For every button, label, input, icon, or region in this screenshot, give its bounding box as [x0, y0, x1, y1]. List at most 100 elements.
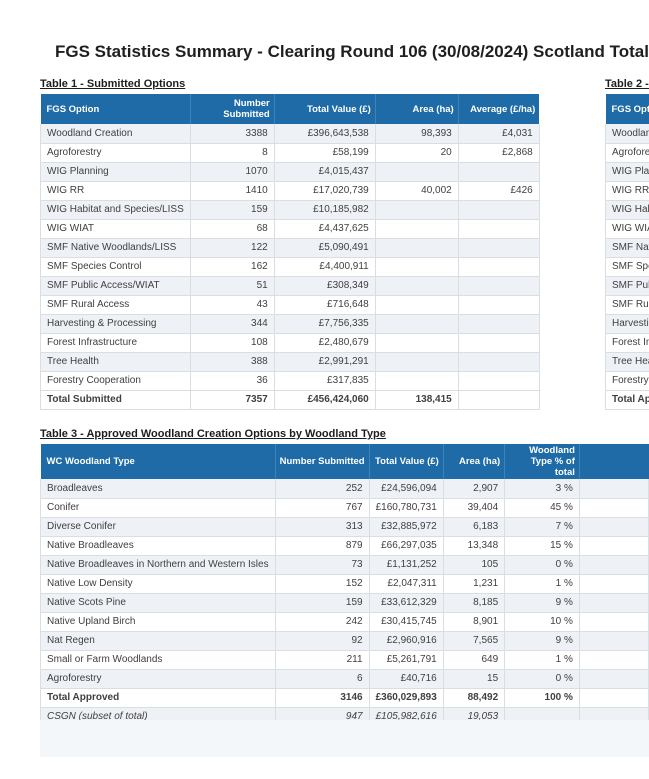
- row-label: Harvesting & Processing: [606, 314, 649, 333]
- row-value: £24,596,094: [369, 479, 443, 498]
- row-label: Total Approved: [606, 390, 649, 409]
- row-label: WIG Planning: [606, 162, 649, 181]
- row-label: WIG WIAT: [41, 219, 191, 238]
- data-row: SMF Species Control162£4,400,911: [41, 257, 540, 276]
- row-label: WIG RR: [41, 181, 191, 200]
- row-value: 3388: [190, 124, 274, 143]
- row-label: Tree Health: [41, 352, 191, 371]
- row-value: [375, 333, 458, 352]
- row-value: [458, 390, 539, 409]
- row-value: £456,424,060: [274, 390, 375, 409]
- data-row: Tree Health: [606, 352, 649, 371]
- row-label: SMF Species Control: [41, 257, 191, 276]
- row-value: [579, 631, 648, 650]
- data-row: Harvesting & Processing: [606, 314, 649, 333]
- row-value: £396,643,538: [274, 124, 375, 143]
- total-row: Total Approved3146£360,029,89388,492100 …: [41, 688, 649, 707]
- row-value: [579, 536, 648, 555]
- row-value: [375, 238, 458, 257]
- data-row: Native Scots Pine159£33,612,3298,1859 %: [41, 593, 649, 612]
- column-header: Area (ha): [375, 94, 458, 124]
- row-label: Conifer: [41, 498, 276, 517]
- row-label: Harvesting & Processing: [41, 314, 191, 333]
- column-header: Woodland Type % of total: [505, 444, 580, 479]
- row-value: 88,492: [443, 688, 504, 707]
- column-header: [579, 444, 648, 479]
- data-row: Forestry Cooperation36£317,835: [41, 371, 540, 390]
- row-value: [579, 479, 648, 498]
- row-value: £4,031: [458, 124, 539, 143]
- header-row: WC Woodland TypeNumber SubmittedTotal Va…: [41, 444, 649, 479]
- row-value: 1,231: [443, 574, 504, 593]
- row-value: 105: [443, 555, 504, 574]
- table2-section: Table 2 - Approved Options FGS OptionWoo…: [605, 78, 649, 410]
- row-value: [579, 517, 648, 536]
- data-row: WIG Habitat and Species/LISS159£10,185,9…: [41, 200, 540, 219]
- row-value: [375, 162, 458, 181]
- row-value: £7,756,335: [274, 314, 375, 333]
- data-row: WIG Planning1070£4,015,437: [41, 162, 540, 181]
- row-value: 20: [375, 143, 458, 162]
- data-row: Forest Infrastructure108£2,480,679: [41, 333, 540, 352]
- row-value: £40,716: [369, 669, 443, 688]
- data-row: SMF Public Access/WIAT51£308,349: [41, 276, 540, 295]
- row-value: [375, 219, 458, 238]
- row-label: SMF Species Control: [606, 257, 649, 276]
- data-row: Conifer767£160,780,73139,40445 %: [41, 498, 649, 517]
- row-value: [579, 555, 648, 574]
- row-value: [458, 333, 539, 352]
- row-label: Total Approved: [41, 688, 276, 707]
- data-row: Agroforestry8£58,19920£2,868: [41, 143, 540, 162]
- row-value: £2,960,916: [369, 631, 443, 650]
- data-row: Native Low Density152£2,047,3111,2311 %: [41, 574, 649, 593]
- row-value: £317,835: [274, 371, 375, 390]
- row-value: £1,131,252: [369, 555, 443, 574]
- row-label: Native Low Density: [41, 574, 276, 593]
- row-value: [579, 650, 648, 669]
- row-label: Diverse Conifer: [41, 517, 276, 536]
- row-value: 0 %: [505, 555, 580, 574]
- row-value: £360,029,893: [369, 688, 443, 707]
- row-value: £2,868: [458, 143, 539, 162]
- row-value: £4,400,911: [274, 257, 375, 276]
- row-label: Woodland Creation: [606, 124, 649, 143]
- row-value: £2,991,291: [274, 352, 375, 371]
- row-value: 2,907: [443, 479, 504, 498]
- data-row: Native Broadleaves879£66,297,03513,34815…: [41, 536, 649, 555]
- row-value: [458, 371, 539, 390]
- row-value: [375, 352, 458, 371]
- row-value: 13,348: [443, 536, 504, 555]
- row-value: 649: [443, 650, 504, 669]
- row-value: [375, 295, 458, 314]
- row-value: [458, 314, 539, 333]
- table1-section: Table 1 - Submitted Options FGS OptionNu…: [40, 78, 540, 410]
- row-value: [458, 352, 539, 371]
- row-value: 138,415: [375, 390, 458, 409]
- row-label: WIG WIAT: [606, 219, 649, 238]
- row-label: Native Broadleaves in Northern and Weste…: [41, 555, 276, 574]
- row-value: 8: [190, 143, 274, 162]
- row-value: 68: [190, 219, 274, 238]
- data-row: Agroforestry6£40,716150 %: [41, 669, 649, 688]
- total-row: Total Approved: [606, 390, 649, 409]
- data-row: Native Broadleaves in Northern and Weste…: [41, 555, 649, 574]
- row-value: 1 %: [505, 574, 580, 593]
- data-row: Native Upland Birch242£30,415,7458,90110…: [41, 612, 649, 631]
- row-value: [375, 257, 458, 276]
- data-row: Tree Health388£2,991,291: [41, 352, 540, 371]
- row-value: 8,185: [443, 593, 504, 612]
- row-value: [458, 257, 539, 276]
- table3: WC Woodland TypeNumber SubmittedTotal Va…: [40, 444, 649, 727]
- table1: FGS OptionNumber SubmittedTotal Value (£…: [40, 94, 540, 410]
- row-label: WIG Habitat and Species/LISS: [606, 200, 649, 219]
- row-value: 10 %: [505, 612, 580, 631]
- row-value: [458, 219, 539, 238]
- row-value: [375, 314, 458, 333]
- row-label: Forestry Cooperation: [41, 371, 191, 390]
- column-header: Total Value (£): [274, 94, 375, 124]
- row-value: 7357: [190, 390, 274, 409]
- total-row: Total Submitted7357£456,424,060138,415: [41, 390, 540, 409]
- data-row: Harvesting & Processing344£7,756,335: [41, 314, 540, 333]
- row-value: 73: [275, 555, 369, 574]
- row-label: WIG RR: [606, 181, 649, 200]
